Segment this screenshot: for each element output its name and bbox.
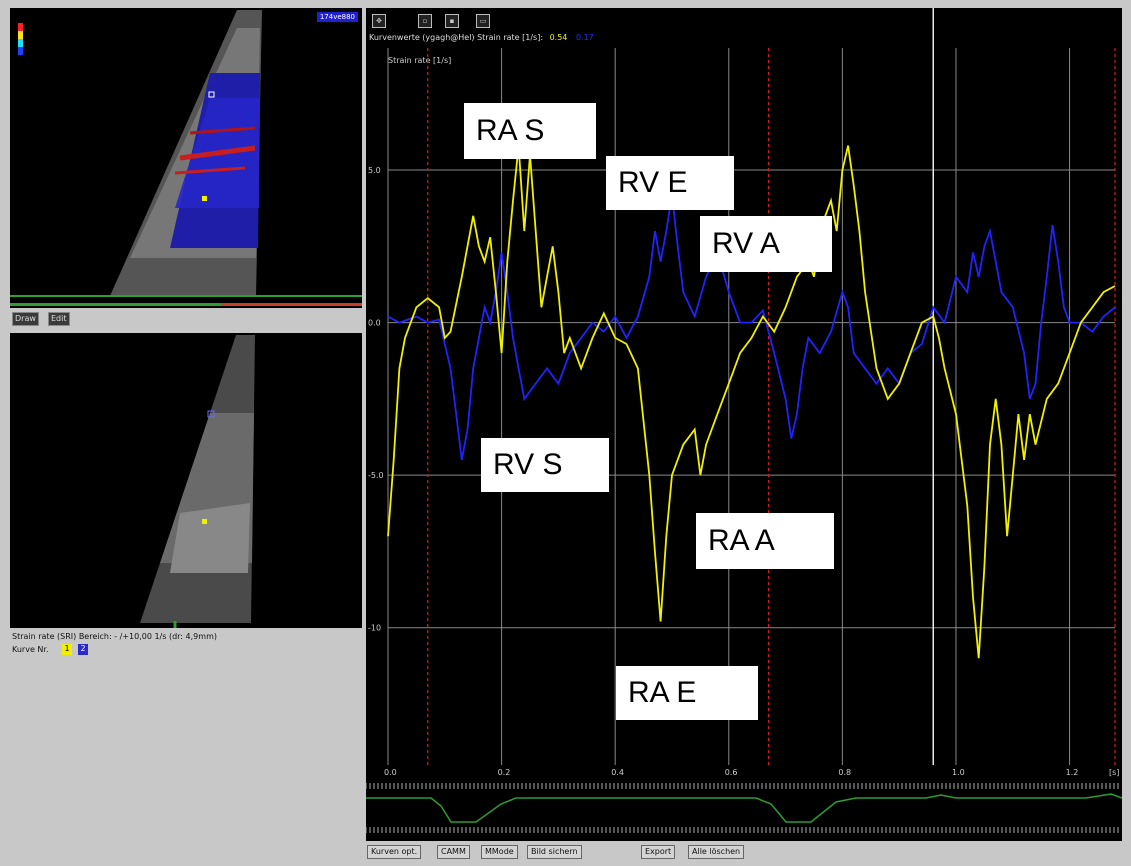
x-tick-label: 0.6 — [725, 768, 738, 777]
curve-value-yellow: 0.54 — [549, 33, 568, 42]
y-tick-label: -5.0 — [368, 471, 384, 480]
export-button[interactable]: Export — [641, 845, 676, 859]
annotation-ra-s: RA S — [464, 103, 596, 159]
y-axis-label: Strain rate [1/s] — [388, 56, 452, 65]
tool-1-icon[interactable]: ▫ — [418, 14, 432, 28]
curve-2-chip[interactable]: 2 — [78, 644, 88, 655]
mmode-button[interactable]: MMode — [481, 845, 518, 859]
x-tick-label: 1.2 — [1066, 768, 1079, 777]
ecg-trace — [366, 793, 1122, 823]
layout-icon[interactable]: ✥ — [372, 14, 386, 28]
series-line-2[interactable] — [387, 145, 1116, 659]
strain-rate-chart[interactable]: 0.0 0.2 0.4 0.6 0.8 1.0 1.2 5.0 0.0 -5.0 -10 [s] — [366, 8, 1122, 841]
bottom-echo-image — [140, 335, 255, 628]
x-tick-label: 0.4 — [611, 768, 624, 777]
annotation-rv-a: RV A — [700, 216, 832, 272]
chart-panel: ✥ ▫ ▪ ▭ Kurvenwerte (ygagh@Hel) Strain r… — [366, 8, 1122, 841]
bottom-echo-view[interactable] — [10, 333, 362, 628]
delete-all-button[interactable]: Alle löschen — [688, 845, 745, 859]
x-tick-label: 0.2 — [498, 768, 511, 777]
annotation-ra-a: RA A — [696, 513, 834, 569]
curve-1-chip[interactable]: 1 — [62, 644, 72, 655]
tool-3-icon[interactable]: ▭ — [476, 14, 490, 28]
x-tick-label: 1.0 — [952, 768, 965, 777]
y-tick-label: 5.0 — [368, 166, 381, 175]
curve-value-blue: 0.17 — [575, 33, 594, 42]
y-tick-label: 0.0 — [368, 319, 381, 328]
edit-button[interactable]: Edit — [48, 312, 70, 326]
series-line-1[interactable] — [387, 194, 1116, 461]
curve-options-button[interactable]: Kurven opt. — [367, 845, 422, 859]
annotation-ra-e: RA E — [616, 666, 758, 720]
top-echo-image — [10, 10, 362, 297]
ecg-strip — [366, 783, 1122, 833]
curve-number-label: Kurve Nr. — [12, 645, 49, 654]
tool-2-icon[interactable]: ▪ — [445, 14, 459, 28]
save-image-button[interactable]: Bild sichern — [527, 845, 582, 859]
annotation-rv-s: RV S — [481, 438, 609, 492]
x-unit-label: [s] — [1109, 768, 1119, 777]
camm-button[interactable]: CAMM — [437, 845, 470, 859]
x-tick-label: 0.0 — [384, 768, 397, 777]
annotation-rv-e: RV E — [606, 156, 734, 210]
draw-button[interactable]: Draw — [12, 312, 39, 326]
strain-rate-info: Strain rate (SRI) Bereich: - /+10,00 1/s… — [12, 632, 217, 641]
top-echo-view[interactable]: 174ve880 — [10, 8, 362, 308]
y-tick-label: -10 — [368, 624, 381, 633]
view-tag: 174ve880 — [316, 12, 358, 22]
curve-values-label: Kurvenwerte (ygagh@Hel) Strain rate [1/s… — [369, 33, 544, 42]
top-view-scrollbar[interactable] — [10, 303, 362, 306]
x-tick-label: 0.8 — [838, 768, 851, 777]
curve-values-title: Kurvenwerte (ygagh@Hel) Strain rate [1/s… — [369, 33, 594, 42]
